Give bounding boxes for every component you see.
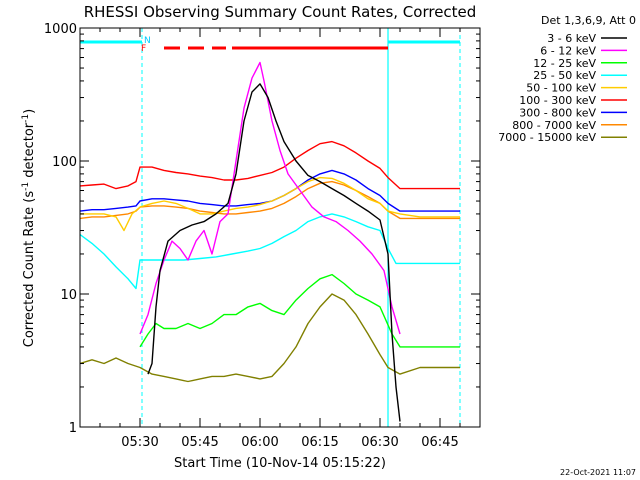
x-tick-label: 05:30 <box>121 435 158 450</box>
legend-entry: 300 - 800 keV <box>519 106 627 119</box>
chart-title: RHESSI Observing Summary Count Rates, Co… <box>84 3 477 21</box>
y-axis-label-part: detector <box>22 122 37 182</box>
footer-date: 22-Oct-2021 11:07 <box>560 468 636 477</box>
x-tick-label: 06:00 <box>241 435 278 450</box>
series-line <box>80 176 460 232</box>
plot-area: NF <box>80 28 461 427</box>
y-axis-label-part: Corrected Count Rate (s <box>22 191 37 348</box>
legend-label: 3 - 6 keV <box>547 32 596 45</box>
series-line <box>80 169 460 212</box>
series-line <box>80 180 460 220</box>
x-tick-label: 05:45 <box>181 435 218 450</box>
legend-entry: 3 - 6 keV <box>547 32 627 45</box>
x-tick-label: 06:45 <box>421 435 458 450</box>
y-axis-label-superscript: -1 <box>21 182 31 191</box>
x-tick-label: 06:15 <box>301 435 338 450</box>
legend-header: Det 1,3,6,9, Att 0 <box>541 14 636 27</box>
y-tick-label: 10 <box>60 288 77 303</box>
legend-label: 300 - 800 keV <box>519 106 596 119</box>
legend-entry: 25 - 50 keV <box>533 69 627 82</box>
legend-entry: 50 - 100 keV <box>526 82 627 95</box>
flare-flag-label: F <box>141 44 146 54</box>
series-line <box>80 213 460 290</box>
legend-label: 12 - 25 keV <box>533 57 596 70</box>
legend-entry: 7000 - 15000 keV <box>498 131 627 144</box>
y-tick-label: 1000 <box>44 22 77 37</box>
series-line <box>139 273 460 348</box>
series-line <box>80 293 460 383</box>
x-axis-label: Start Time (10-Nov-14 05:15:22) <box>174 456 386 471</box>
legend-label: 25 - 50 keV <box>533 69 596 82</box>
y-axis-label-superscript: -1 <box>21 114 31 123</box>
y-axis-label: Corrected Count Rate (s-1 detector-1) <box>21 109 37 347</box>
legend-entry: 800 - 7000 keV <box>512 119 627 132</box>
series-line <box>80 140 460 190</box>
legend-label: 800 - 7000 keV <box>512 119 596 132</box>
legend-label: 100 - 300 keV <box>519 94 596 107</box>
y-tick-label: 100 <box>52 155 77 170</box>
night-flag-label: N <box>144 36 151 46</box>
legend-entry: 6 - 12 keV <box>540 44 627 57</box>
legend-label: 50 - 100 keV <box>526 82 596 95</box>
axes: 1 10 100 1000 05:30 05:45 06:00 06:15 06:30 06:45 <box>44 22 480 450</box>
series-line <box>139 61 401 335</box>
legend-label: 7000 - 15000 keV <box>498 131 596 144</box>
x-tick-label: 06:30 <box>361 435 398 450</box>
y-axis-label-part: ) <box>22 109 37 114</box>
y-tick-label: 1 <box>69 421 77 436</box>
legend-label: 6 - 12 keV <box>540 44 596 57</box>
legend-entry: 12 - 25 keV <box>533 57 627 70</box>
series-line <box>147 83 401 422</box>
legend-entry: 100 - 300 keV <box>519 94 627 107</box>
